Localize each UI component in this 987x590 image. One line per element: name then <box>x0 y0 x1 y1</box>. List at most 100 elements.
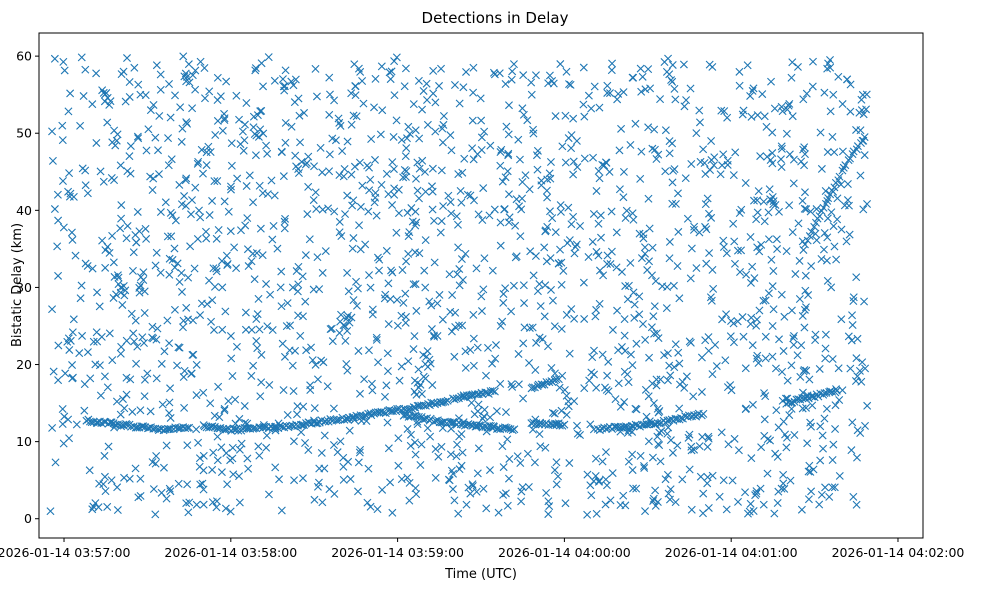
data-point <box>48 127 57 136</box>
data-point <box>806 467 815 476</box>
data-point <box>761 296 770 305</box>
data-point <box>696 157 705 166</box>
data-point <box>232 264 241 273</box>
data-point <box>254 294 263 303</box>
data-point <box>122 234 131 243</box>
data-point <box>729 319 738 328</box>
data-point <box>615 185 624 194</box>
data-point <box>521 171 530 180</box>
data-point <box>66 89 75 98</box>
data-point <box>382 169 391 178</box>
data-point <box>753 208 762 217</box>
data-point <box>213 73 222 82</box>
data-point <box>639 234 648 243</box>
data-point <box>822 404 831 413</box>
data-point <box>636 174 645 183</box>
data-point <box>129 329 138 338</box>
data-point <box>92 328 101 337</box>
data-point <box>347 120 356 129</box>
data-point <box>194 157 203 166</box>
data-point <box>526 247 535 256</box>
data-point <box>735 208 744 217</box>
data-point <box>777 484 786 493</box>
data-point <box>666 485 675 494</box>
data-point <box>325 73 334 82</box>
data-point <box>519 281 528 290</box>
data-point <box>569 114 578 123</box>
data-point <box>113 506 122 515</box>
data-point <box>298 421 307 430</box>
data-point <box>631 420 640 429</box>
data-point <box>619 491 628 500</box>
data-point <box>665 254 674 263</box>
data-point <box>91 360 100 369</box>
data-point <box>580 112 589 121</box>
data-point <box>682 372 691 381</box>
data-point <box>748 262 757 271</box>
data-point <box>507 307 516 316</box>
data-point <box>230 243 239 252</box>
data-point <box>426 432 435 441</box>
data-point <box>822 256 831 265</box>
data-point <box>504 190 513 199</box>
data-point <box>709 284 718 293</box>
data-point <box>592 305 601 314</box>
data-point <box>464 483 473 492</box>
data-point <box>218 283 227 292</box>
data-point <box>98 86 107 95</box>
data-point <box>837 315 846 324</box>
data-point <box>562 391 571 400</box>
data-point <box>576 221 585 230</box>
data-point <box>557 406 566 415</box>
data-point <box>368 386 377 395</box>
data-point <box>395 376 404 385</box>
data-point <box>586 420 595 429</box>
data-point <box>109 293 118 302</box>
data-point <box>376 130 385 139</box>
data-point <box>857 95 866 104</box>
data-point <box>690 411 698 420</box>
data-point <box>511 221 520 230</box>
data-point <box>257 59 266 68</box>
data-point <box>270 76 279 85</box>
data-point <box>287 122 296 131</box>
data-point <box>384 279 393 288</box>
data-point <box>118 300 127 309</box>
y-tick-label: 0 <box>24 511 32 526</box>
data-point <box>134 134 143 143</box>
data-point <box>421 374 430 383</box>
data-point <box>486 141 495 150</box>
data-point <box>547 285 555 294</box>
data-point <box>830 183 839 192</box>
data-point <box>485 466 494 475</box>
data-point <box>240 401 249 410</box>
data-point <box>454 243 463 252</box>
data-point <box>353 301 361 310</box>
data-point <box>798 196 807 205</box>
data-point <box>387 266 396 275</box>
data-point <box>138 333 147 342</box>
data-point <box>604 357 613 366</box>
data-point <box>218 126 227 135</box>
data-point <box>335 228 344 237</box>
data-point <box>525 185 534 194</box>
data-point <box>60 66 69 75</box>
data-point <box>666 371 675 380</box>
data-point <box>173 361 182 370</box>
data-point <box>360 375 369 384</box>
data-point <box>552 458 561 467</box>
data-point <box>715 492 724 501</box>
data-point <box>614 89 623 98</box>
data-point <box>323 382 332 391</box>
data-point <box>730 237 739 246</box>
data-point <box>675 359 684 368</box>
data-point <box>237 439 246 448</box>
data-point <box>216 92 225 101</box>
data-point <box>377 180 386 189</box>
data-point <box>641 85 650 94</box>
data-point <box>179 373 188 382</box>
data-point <box>621 501 630 510</box>
data-point <box>352 277 361 286</box>
data-point <box>831 425 840 433</box>
data-point <box>641 507 650 516</box>
